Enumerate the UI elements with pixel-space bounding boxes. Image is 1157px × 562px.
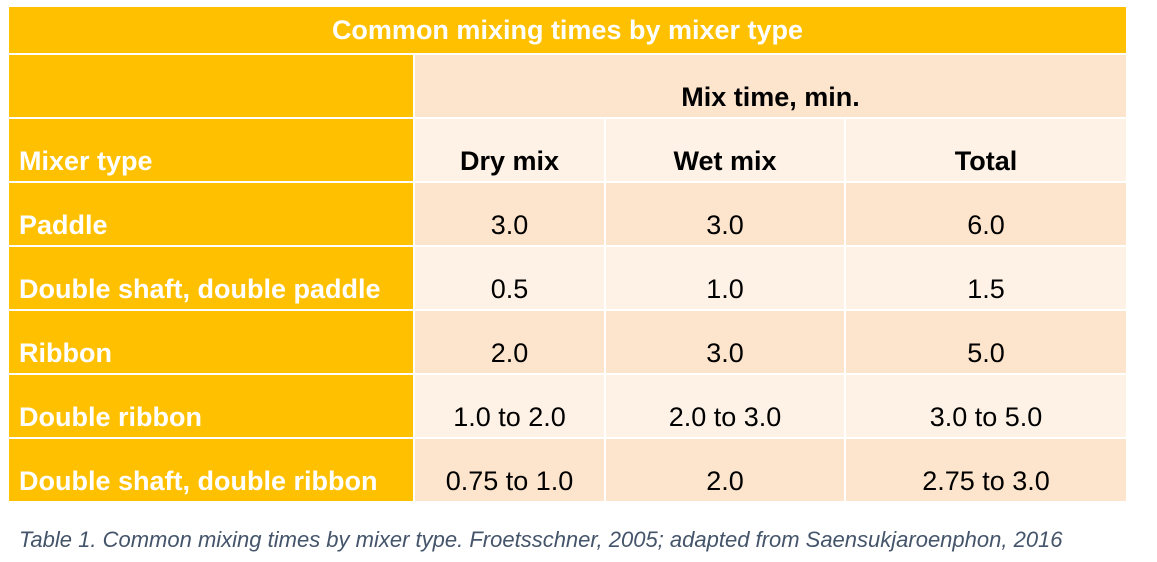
total-cell: 6.0 (844, 181, 1128, 247)
column-header-mixer-type: Mixer type (7, 117, 415, 183)
table-row: Double shaft, double ribbon 0.75 to 1.0 … (7, 437, 1128, 503)
dry-mix-cell: 1.0 to 2.0 (413, 373, 606, 439)
total-cell: 2.75 to 3.0 (844, 437, 1128, 503)
table-row: Double ribbon 1.0 to 2.0 2.0 to 3.0 3.0 … (7, 373, 1128, 439)
table-title: Common mixing times by mixer type (7, 5, 1128, 55)
table-caption: Table 1. Common mixing times by mixer ty… (19, 527, 1063, 552)
mix-time-group-header: Mix time, min. (413, 53, 1128, 119)
wet-mix-cell: 1.0 (604, 245, 846, 311)
dry-mix-cell: 2.0 (413, 309, 606, 375)
wet-mix-cell: 2.0 (604, 437, 846, 503)
wet-mix-cell: 3.0 (604, 181, 846, 247)
column-header-wet-mix: Wet mix (604, 117, 846, 183)
dry-mix-cell: 3.0 (413, 181, 606, 247)
row-label: Paddle (7, 181, 415, 247)
row-label: Ribbon (7, 309, 415, 375)
row-label: Double shaft, double ribbon (7, 437, 415, 503)
header-spacer (7, 53, 415, 119)
mixing-times-table-container: Common mixing times by mixer type Mix ti… (7, 5, 1128, 503)
total-cell: 3.0 to 5.0 (844, 373, 1128, 439)
total-cell: 1.5 (844, 245, 1128, 311)
table-row: Double shaft, double paddle 0.5 1.0 1.5 (7, 245, 1128, 311)
table-row: Ribbon 2.0 3.0 5.0 (7, 309, 1128, 375)
dry-mix-cell: 0.75 to 1.0 (413, 437, 606, 503)
column-header-total: Total (844, 117, 1128, 183)
row-label: Double ribbon (7, 373, 415, 439)
wet-mix-cell: 3.0 (604, 309, 846, 375)
mixing-times-table: Common mixing times by mixer type Mix ti… (7, 5, 1128, 503)
table-row: Paddle 3.0 3.0 6.0 (7, 181, 1128, 247)
dry-mix-cell: 0.5 (413, 245, 606, 311)
row-label: Double shaft, double paddle (7, 245, 415, 311)
wet-mix-cell: 2.0 to 3.0 (604, 373, 846, 439)
total-cell: 5.0 (844, 309, 1128, 375)
column-header-dry-mix: Dry mix (413, 117, 606, 183)
